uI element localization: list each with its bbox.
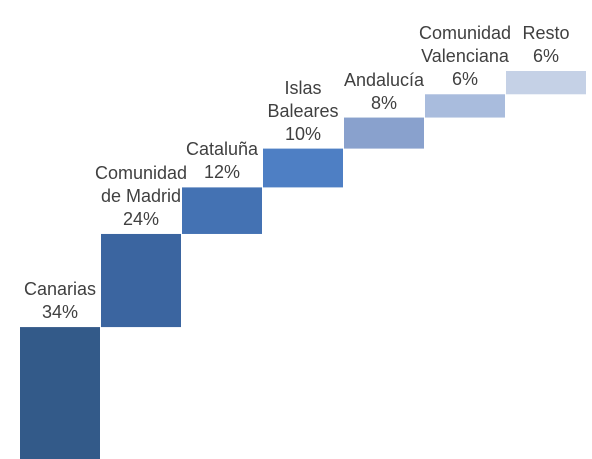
data-label: Islas Baleares 10% [233, 77, 373, 146]
value-label: 12% [203, 162, 241, 183]
value-label: 10% [284, 123, 322, 144]
bar [425, 94, 505, 118]
category-label: Resto [522, 23, 570, 43]
value-label: 34% [41, 302, 79, 323]
bar [182, 187, 262, 234]
category-label: Canarias [23, 279, 97, 300]
category-label: Islas Baleares [267, 77, 339, 121]
value-label: 8% [370, 92, 397, 113]
category-label: Comunidad Valenciana [418, 23, 512, 67]
category-label: Cataluña [185, 139, 259, 160]
data-label: Cataluña 12% [152, 138, 292, 184]
category-label: Comunidad de Madrid [94, 162, 188, 206]
data-label: Resto 6% [476, 22, 592, 68]
bar [344, 117, 424, 149]
data-label: Andalucía 8% [314, 69, 454, 115]
value-label: 6% [532, 46, 559, 66]
value-label: 6% [451, 69, 478, 90]
category-label: Andalucía [343, 69, 425, 90]
bar [263, 148, 343, 188]
value-label: 24% [122, 208, 160, 229]
bar [20, 327, 100, 459]
bar [101, 233, 181, 328]
data-label: Canarias 34% [0, 278, 130, 324]
data-label: Comunidad de Madrid 24% [71, 162, 211, 231]
data-label: Comunidad Valenciana 6% [395, 22, 535, 91]
bar [506, 71, 586, 95]
